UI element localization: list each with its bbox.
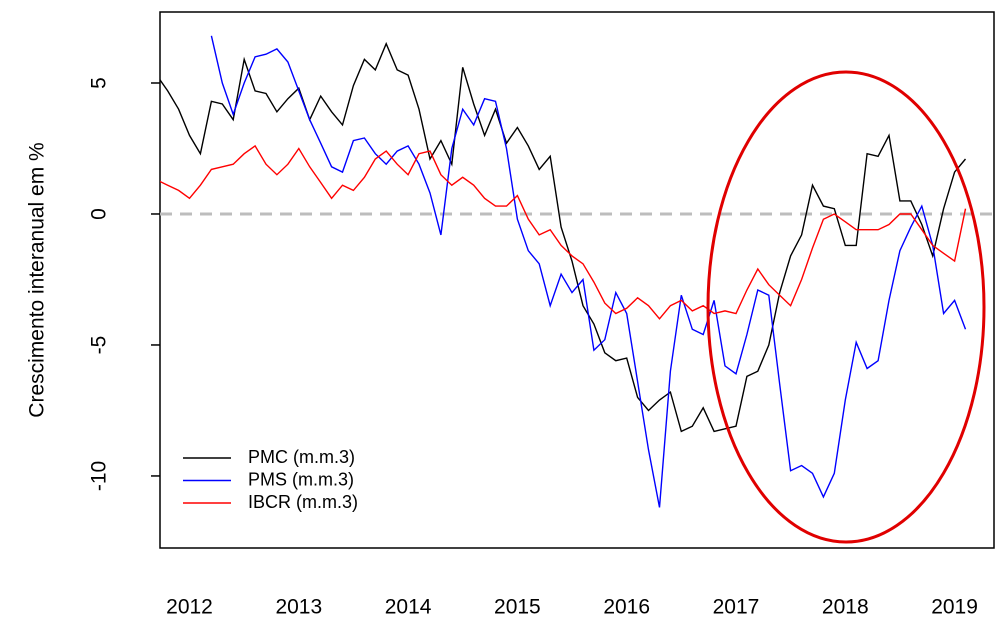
y-tick-label: 0 — [88, 208, 111, 220]
x-tick-label: 2015 — [494, 596, 541, 619]
legend-label: IBCR (m.m.3) — [248, 492, 358, 512]
x-tick-label: 2014 — [385, 596, 432, 619]
plot-frame — [159, 11, 995, 549]
y-axis-title: Crescimento interanual em % — [26, 142, 49, 417]
y-tick-label: 5 — [88, 77, 111, 89]
legend-label: PMS (m.m.3) — [248, 469, 354, 489]
x-tick-label: 2013 — [275, 596, 322, 619]
series-line — [160, 41, 967, 433]
y-tick-label: -10 — [88, 461, 111, 491]
series-line — [160, 144, 967, 320]
highlight-ellipse — [706, 70, 986, 544]
y-tick-label: -5 — [88, 336, 111, 355]
series-line — [210, 35, 967, 508]
legend-label: PMC (m.m.3) — [248, 447, 355, 467]
x-tick-label: 2017 — [713, 596, 760, 619]
x-tick-label: 2018 — [822, 596, 869, 619]
x-tick-label: 2012 — [166, 596, 213, 619]
x-tick-label: 2016 — [603, 596, 650, 619]
plot-area — [160, 35, 995, 508]
x-tick-label: 2019 — [931, 596, 978, 619]
